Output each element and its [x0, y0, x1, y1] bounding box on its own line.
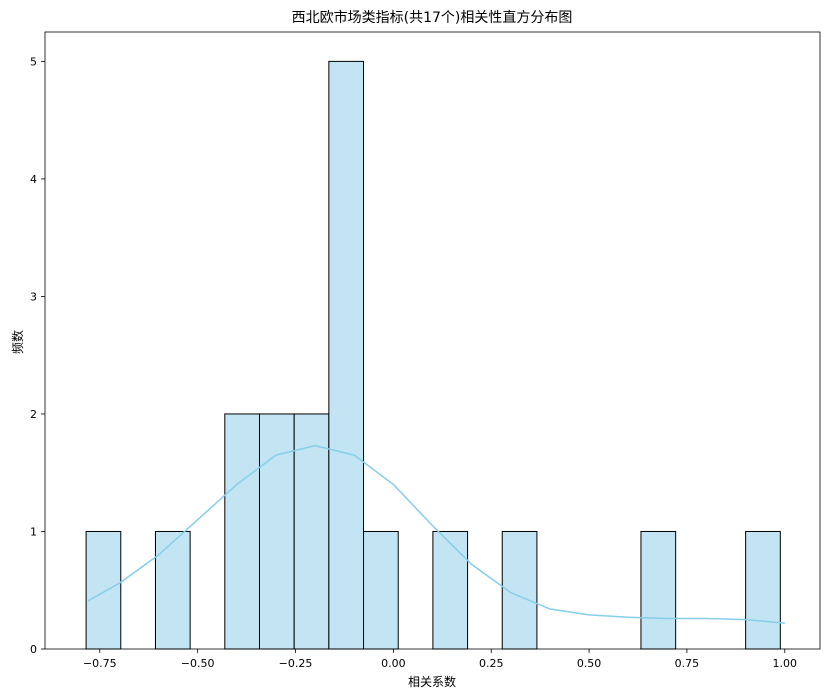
histogram-bar-0	[85, 530, 122, 650]
histogram-bar-7	[432, 530, 469, 650]
x-tick-label: 0.75	[675, 657, 700, 670]
histogram-bar-1	[154, 530, 191, 650]
x-tick-label: 0.00	[381, 657, 406, 670]
x-axis-ticks: −0.75 −0.50 −0.25 0.00 0.25 0.50 0.75 1.00	[83, 649, 797, 670]
chart-title: 西北欧市场类指标(共17个)相关性直方分布图	[292, 9, 573, 26]
histogram-bar-2	[224, 413, 260, 650]
histogram-bar-5	[328, 60, 365, 650]
x-tick-label: 0.50	[577, 657, 602, 670]
bars-group	[85, 60, 781, 650]
histogram-bar-6	[363, 530, 399, 650]
histogram-bar-9	[640, 530, 677, 650]
y-tick-label: 3	[30, 290, 37, 303]
y-tick-label: 5	[30, 55, 37, 68]
x-tick-label: −0.75	[83, 657, 117, 670]
y-tick-label: 0	[30, 643, 37, 656]
x-tick-label: −0.25	[279, 657, 313, 670]
x-axis-label: 相关系数	[408, 674, 456, 689]
y-axis-label: 频数	[10, 330, 25, 354]
x-tick-label: 1.00	[773, 657, 798, 670]
kde-curve	[87, 444, 785, 624]
y-tick-label: 1	[30, 525, 37, 538]
histogram-bar-10	[745, 530, 781, 650]
histogram-bar-3	[258, 413, 295, 650]
x-tick-label: −0.50	[181, 657, 215, 670]
y-axis-ticks: 0 1 2 3 4 5	[30, 55, 45, 656]
histogram-bar-4	[293, 413, 330, 650]
plot-frame	[44, 31, 821, 650]
y-tick-label: 4	[30, 173, 37, 186]
x-tick-label: 0.25	[479, 657, 504, 670]
y-tick-label: 2	[30, 408, 37, 421]
